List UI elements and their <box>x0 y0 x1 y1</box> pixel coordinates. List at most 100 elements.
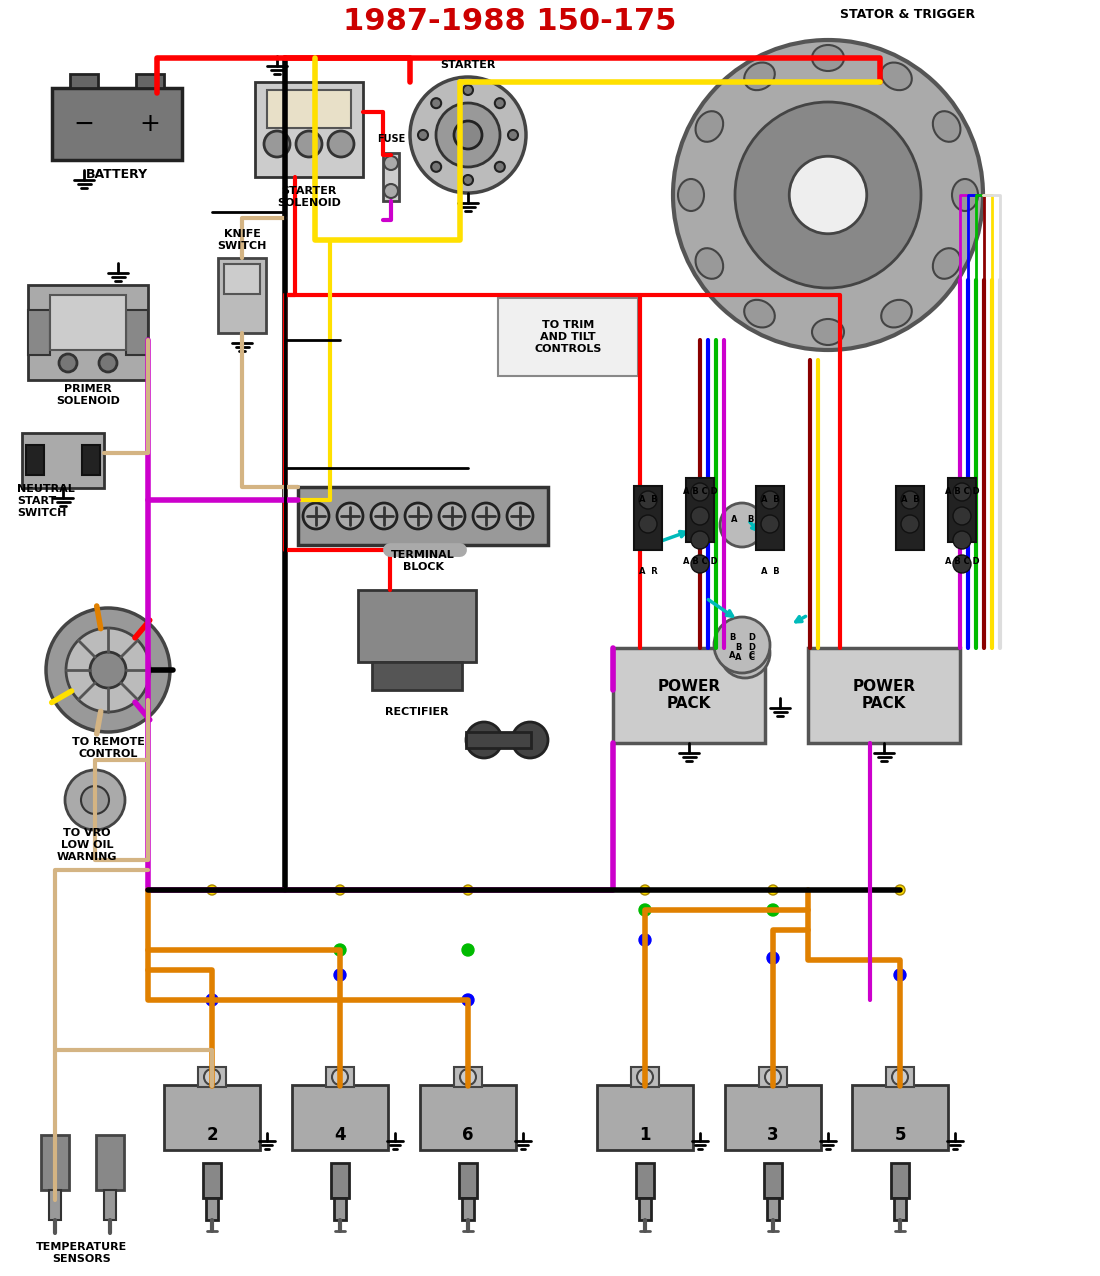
Circle shape <box>691 484 710 501</box>
Text: A B C D: A B C D <box>683 558 717 567</box>
Circle shape <box>673 40 983 350</box>
Text: A: A <box>728 651 735 660</box>
Text: NEUTRAL
START
SWITCH: NEUTRAL START SWITCH <box>16 485 75 518</box>
Circle shape <box>895 886 905 894</box>
Text: PRIMER
SOLENOID: PRIMER SOLENOID <box>56 384 120 406</box>
Bar <box>255 82 363 177</box>
Circle shape <box>460 1069 476 1085</box>
Circle shape <box>901 491 918 509</box>
Ellipse shape <box>678 179 704 211</box>
Circle shape <box>66 628 150 712</box>
Text: A  B: A B <box>639 495 658 504</box>
Bar <box>894 1198 906 1220</box>
Bar <box>50 295 127 350</box>
Circle shape <box>302 503 329 530</box>
Circle shape <box>336 886 345 894</box>
Circle shape <box>691 507 710 524</box>
Circle shape <box>81 786 109 814</box>
Text: A  R: A R <box>639 568 658 577</box>
Circle shape <box>495 98 505 108</box>
Text: A: A <box>735 653 741 662</box>
Text: POWER
PACK: POWER PACK <box>658 679 720 711</box>
Circle shape <box>431 98 441 108</box>
Bar <box>28 310 50 355</box>
Circle shape <box>714 618 770 672</box>
Text: 5: 5 <box>894 1125 905 1145</box>
Bar <box>725 1085 821 1150</box>
Text: B: B <box>729 633 735 643</box>
Circle shape <box>953 484 971 501</box>
Text: 2: 2 <box>206 1125 218 1145</box>
Bar <box>331 1162 349 1198</box>
Text: 4: 4 <box>334 1125 345 1145</box>
Text: 3: 3 <box>767 1125 779 1145</box>
Bar <box>267 91 351 128</box>
Text: C: C <box>749 653 755 662</box>
Ellipse shape <box>745 63 774 91</box>
Text: C: C <box>749 651 755 660</box>
Bar <box>206 1198 218 1220</box>
Bar <box>292 1085 388 1150</box>
Text: A B C D: A B C D <box>945 558 979 567</box>
Bar <box>50 1191 60 1220</box>
Circle shape <box>65 769 125 829</box>
Circle shape <box>99 353 117 373</box>
Bar <box>26 445 44 475</box>
Bar <box>466 732 531 748</box>
Circle shape <box>384 156 398 170</box>
Circle shape <box>431 162 441 172</box>
Text: TEMPERATURE
SENSORS: TEMPERATURE SENSORS <box>36 1243 128 1263</box>
Text: A  B: A B <box>901 495 920 504</box>
Bar <box>52 88 182 160</box>
Text: A B C D: A B C D <box>945 487 979 496</box>
Circle shape <box>328 131 354 157</box>
Bar <box>420 1085 516 1150</box>
Circle shape <box>735 102 921 288</box>
Circle shape <box>720 503 764 547</box>
Bar <box>41 1134 69 1191</box>
Text: A B C D: A B C D <box>683 487 717 496</box>
Ellipse shape <box>933 111 960 142</box>
Circle shape <box>512 722 548 758</box>
Bar <box>756 486 784 550</box>
Bar <box>454 1067 482 1087</box>
Circle shape <box>790 156 867 234</box>
Text: TO VRO
LOW OIL
WARNING: TO VRO LOW OIL WARNING <box>57 828 118 861</box>
Bar <box>334 1198 346 1220</box>
Circle shape <box>639 491 657 509</box>
Text: STARTER
SOLENOID: STARTER SOLENOID <box>277 186 341 208</box>
Bar <box>164 1085 260 1150</box>
Circle shape <box>332 1069 348 1085</box>
Bar <box>891 1162 909 1198</box>
Ellipse shape <box>745 300 774 328</box>
Circle shape <box>764 1069 781 1085</box>
Circle shape <box>720 628 770 678</box>
Bar <box>498 299 638 376</box>
Circle shape <box>953 531 971 549</box>
Bar <box>126 310 148 355</box>
Bar <box>198 1067 226 1087</box>
Text: TO REMOTE
CONTROL: TO REMOTE CONTROL <box>72 738 144 759</box>
Circle shape <box>767 903 779 916</box>
Bar <box>686 478 714 542</box>
Bar <box>372 662 462 690</box>
Circle shape <box>454 121 482 149</box>
Text: D: D <box>748 633 756 643</box>
Circle shape <box>296 131 322 157</box>
Circle shape <box>463 85 473 94</box>
Bar <box>298 487 548 545</box>
Circle shape <box>901 516 918 533</box>
Circle shape <box>639 903 651 916</box>
Circle shape <box>761 491 779 509</box>
Circle shape <box>334 944 346 956</box>
Bar <box>104 1191 116 1220</box>
Text: TO TRIM
AND TILT
CONTROLS: TO TRIM AND TILT CONTROLS <box>535 320 602 353</box>
Text: A: A <box>730 516 737 524</box>
Bar <box>218 258 266 333</box>
Bar <box>597 1085 693 1150</box>
Circle shape <box>894 968 906 981</box>
Text: 1987-1988 150-175: 1987-1988 150-175 <box>343 8 676 37</box>
Circle shape <box>462 994 474 1005</box>
Bar <box>326 1067 354 1087</box>
Circle shape <box>264 131 290 157</box>
